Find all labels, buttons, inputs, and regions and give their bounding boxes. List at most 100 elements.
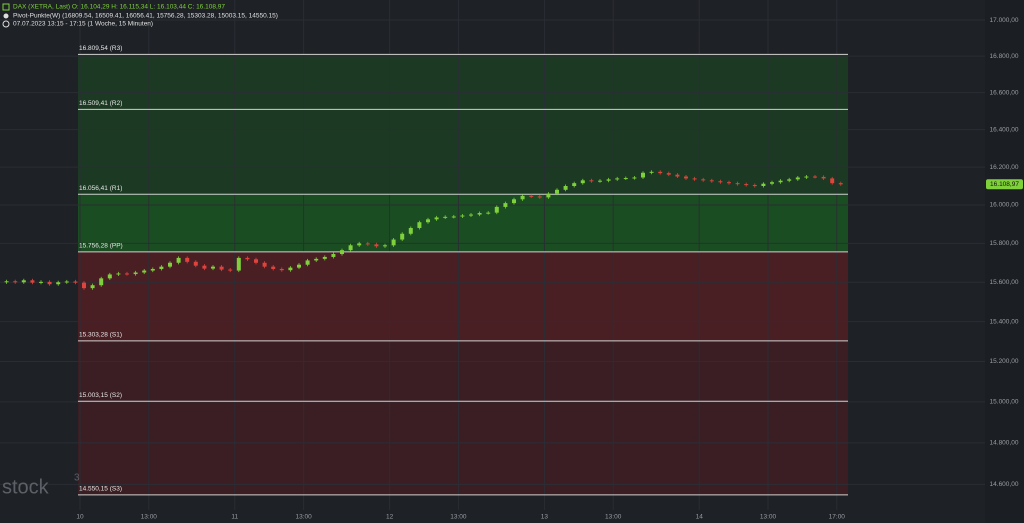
- candle-body: [727, 182, 731, 184]
- candle-body: [400, 233, 405, 240]
- candle-body: [21, 280, 26, 283]
- candle-body: [133, 272, 138, 275]
- time-icon: [2, 20, 10, 28]
- candle-body: [778, 180, 783, 183]
- candle-body: [13, 281, 18, 283]
- candle-body: [125, 273, 129, 275]
- y-tick-label: 16.200,00: [990, 164, 1019, 171]
- candle-body: [580, 180, 585, 184]
- candle-body: [39, 281, 43, 283]
- candle-body: [598, 180, 602, 182]
- candle-body: [279, 268, 284, 271]
- candle-body: [193, 261, 198, 266]
- candle-body: [236, 257, 241, 271]
- candle-body: [486, 212, 491, 214]
- x-tick-label: 13:00: [141, 514, 158, 521]
- y-tick-label: 15.800,00: [990, 240, 1019, 247]
- candle-body: [675, 174, 680, 177]
- last-price-label: 16.108,97: [990, 181, 1019, 188]
- pivot-label: 14.550,15 (S3): [79, 486, 122, 493]
- candle-body: [211, 266, 215, 269]
- candle-body: [64, 281, 69, 283]
- y-tick-label: 15.200,00: [990, 358, 1019, 365]
- candle-body: [649, 171, 654, 173]
- candle-body: [821, 176, 826, 179]
- candle-body: [245, 257, 250, 260]
- candle-body: [4, 281, 9, 283]
- x-tick-label: 13: [541, 514, 549, 521]
- candle-body: [477, 213, 482, 215]
- y-tick-label: 15.000,00: [990, 399, 1019, 406]
- candle-body: [417, 222, 422, 228]
- candle-body: [297, 264, 301, 268]
- candle-body: [73, 281, 78, 283]
- candle-body: [271, 266, 276, 269]
- candle-body: [830, 178, 835, 184]
- time-info: 07.07.2023 13:15 - 17:15 (1 Woche, 15 Mi…: [13, 21, 153, 28]
- x-tick-label: 10: [76, 514, 84, 521]
- candle-body: [348, 245, 353, 251]
- candle-body: [658, 171, 663, 174]
- y-tick-label: 16.400,00: [990, 126, 1019, 133]
- candle-body: [451, 216, 456, 218]
- candle-body: [219, 266, 224, 270]
- candle-body: [288, 267, 293, 271]
- candle-body: [322, 256, 327, 259]
- candle-body: [202, 265, 207, 269]
- x-tick-label: 13:00: [605, 514, 622, 521]
- x-tick-label: 13:00: [760, 514, 777, 521]
- candle-body: [537, 196, 542, 198]
- candle-body: [331, 254, 336, 257]
- symbol-info: DAX (XETRA, Last) O: 16.104,29 H: 16.115…: [13, 4, 225, 11]
- x-tick-label: 13:00: [295, 514, 312, 521]
- candle-body: [503, 203, 508, 207]
- candle-body: [374, 244, 379, 247]
- candle-body: [426, 219, 430, 223]
- candle-body: [555, 189, 559, 194]
- pivot-label: 16.509,41 (R2): [79, 100, 122, 107]
- candle-body: [804, 176, 809, 178]
- indicator-info: Pivot-Punkte(W) (16809.54, 16509.41, 160…: [13, 13, 278, 20]
- candle-body: [99, 278, 104, 286]
- candle-body: [838, 183, 843, 185]
- candle-body: [314, 258, 319, 261]
- pivot-label: 16.809,54 (R3): [79, 45, 122, 52]
- candle-body: [365, 243, 370, 245]
- candle-body: [56, 282, 61, 285]
- candle-body: [116, 273, 121, 275]
- candle-body: [589, 180, 594, 182]
- y-tick-label: 16.600,00: [990, 89, 1019, 96]
- candle-body: [107, 274, 112, 279]
- candle-body: [787, 179, 792, 181]
- x-tick-label: 14: [696, 514, 704, 521]
- candle-body: [142, 270, 147, 273]
- pivot-label: 15.756,28 (PP): [79, 243, 123, 250]
- candle-body: [47, 281, 52, 285]
- candle-body: [520, 195, 525, 200]
- candle-body: [761, 183, 766, 187]
- grid: [0, 0, 985, 510]
- pivot-zone: [78, 109, 848, 195]
- candle-body: [701, 179, 706, 181]
- candle-body: [623, 178, 628, 180]
- candle-body: [512, 199, 516, 204]
- x-tick-label: 11: [231, 514, 238, 521]
- candle-body: [176, 257, 181, 263]
- pivot-zone: [78, 54, 848, 110]
- candle-body: [305, 260, 310, 265]
- watermark-sup: 3: [74, 473, 80, 484]
- candle-body: [254, 259, 258, 263]
- indicator-icon: [3, 13, 9, 19]
- candles: [4, 170, 843, 290]
- pivot-zone: [78, 194, 848, 252]
- candle-body: [735, 183, 740, 185]
- candle-body: [563, 186, 568, 190]
- candle-body: [90, 285, 95, 289]
- y-axis-panel: [985, 0, 1024, 523]
- candle-body: [606, 179, 611, 181]
- y-tick-label: 16.800,00: [990, 53, 1019, 60]
- candle-body: [408, 227, 413, 234]
- candle-body: [391, 239, 396, 246]
- y-tick-label: 16.000,00: [990, 202, 1019, 209]
